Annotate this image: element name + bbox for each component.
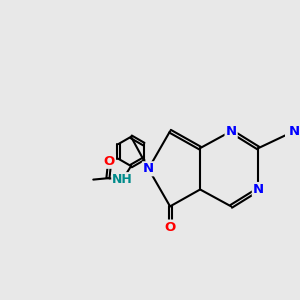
- Text: N: N: [226, 125, 237, 138]
- Text: O: O: [164, 220, 176, 234]
- Text: NH: NH: [112, 173, 133, 186]
- Text: N: N: [289, 125, 300, 138]
- Text: N: N: [253, 183, 264, 196]
- Text: O: O: [104, 155, 115, 168]
- Text: N: N: [143, 162, 154, 175]
